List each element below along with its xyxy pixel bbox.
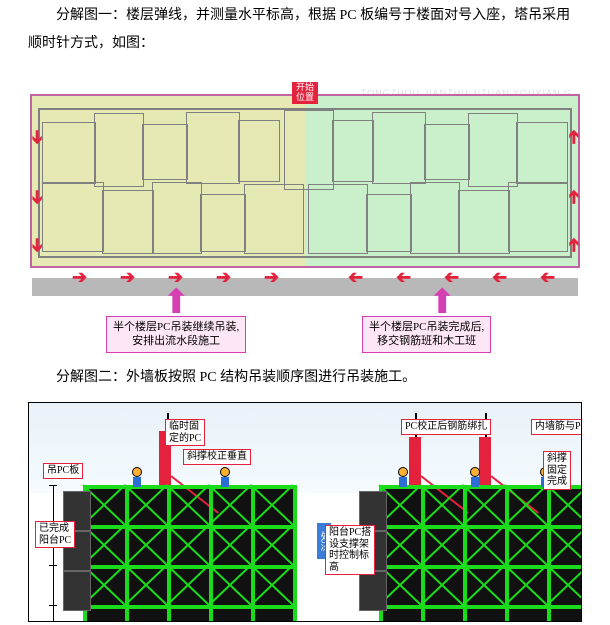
worker-icon	[219, 467, 231, 487]
callout-diaopc: 吊PC板	[43, 463, 83, 479]
room-cell	[244, 184, 304, 254]
plan-walls	[38, 108, 572, 258]
left-panel: 吊PC板已完成 阳台PC临时固 定的PC斜撑校正垂直	[43, 413, 313, 621]
callout-bracefix: 斜撑 固定 完成	[543, 451, 571, 490]
note-left: 半个楼层PC吊装继续吊装, 安排出流水段施工	[106, 316, 246, 353]
callout-vertical: 斜撑校正垂直	[183, 449, 251, 465]
worker-icon	[469, 467, 481, 487]
flow-arrow-icon: ➔	[120, 268, 135, 286]
dim-tick	[49, 605, 57, 606]
room-cell	[424, 124, 470, 180]
flow-arrow-icon: ➔	[565, 129, 583, 144]
dim-tick	[49, 565, 57, 566]
flow-arrow-icon: ➔	[540, 268, 555, 286]
worker-icon	[397, 467, 409, 487]
flow-arrow-icon: ➔	[29, 189, 47, 204]
flow-arrow-icon: ➔	[72, 268, 87, 286]
worker-icon	[131, 467, 143, 487]
room-cell	[42, 122, 96, 184]
callout-balcony2: 阳台PC搭 设支撑架 时控制标 高	[325, 525, 375, 575]
room-cell	[458, 190, 510, 254]
room-cell	[468, 113, 518, 187]
room-cell	[366, 194, 412, 252]
flow-arrow-icon: ➔	[492, 268, 507, 286]
room-cell	[284, 110, 334, 190]
room-cell	[186, 112, 240, 184]
room-cell	[142, 124, 188, 180]
callout-balcony: 已完成 阳台PC	[35, 521, 75, 548]
callout-tempfix: 临时固 定的PC	[165, 419, 205, 446]
paragraph-2: 分解图二：外墙板按照 PC 结构吊装顺序图进行吊装施工。	[0, 362, 610, 402]
flow-arrow-icon: ➔	[396, 268, 411, 286]
room-cell	[238, 120, 280, 182]
balcony-pc	[359, 571, 387, 611]
balcony-pc	[63, 571, 91, 611]
floor-plan-area	[32, 96, 578, 266]
magenta-arrow-left: ⬆	[162, 286, 191, 320]
right-panel: PC校正后钢筋绑扎内墙筋与PC同步斜撑 固定 完成阳台PC搭 设支撑架 时控制标…	[339, 413, 582, 621]
flow-arrow-icon: ➔	[565, 189, 583, 204]
room-cell	[332, 120, 374, 182]
room-cell	[516, 122, 568, 184]
callout-pccheck: PC校正后钢筋绑扎	[401, 419, 491, 435]
flow-arrow-icon: ➔	[565, 237, 583, 252]
callout-inwall: 内墙筋与PC同步	[531, 419, 582, 435]
room-cell	[410, 182, 460, 254]
flow-arrow-icon: ➔	[29, 129, 47, 144]
room-cell	[152, 182, 202, 254]
flow-arrow-icon: ➔	[216, 268, 231, 286]
paragraph-1: 分解图一：楼层弹线，并测量水平标高，根据 PC 板编号于楼面对号入座，塔吊采用顺…	[0, 0, 610, 68]
figure-2-hoisting: 处济 吊PC板已完成 阳台PC临时固 定的PC斜撑校正垂直 PC校正后钢筋绑扎内…	[28, 402, 582, 622]
flow-arrow-icon: ➔	[29, 237, 47, 252]
room-cell	[200, 194, 246, 252]
room-cell	[508, 182, 568, 252]
flow-arrow-icon: ➔	[264, 268, 279, 286]
dim-tick	[49, 485, 57, 486]
room-cell	[102, 190, 154, 254]
start-position-tag: 开始 位置	[292, 82, 318, 104]
figure-1-floor-plan: TONGZHOU JIANZHU JITUAN YOUXIAN G 开始 位置 …	[28, 68, 582, 348]
flow-arrow-icon: ➔	[348, 268, 363, 286]
room-cell	[372, 112, 426, 184]
room-cell	[308, 184, 368, 254]
note-right: 半个楼层PC吊装完成后, 移交钢筋班和木工班	[362, 316, 491, 353]
room-cell	[94, 113, 144, 187]
magenta-arrow-right: ⬆	[428, 286, 457, 320]
room-cell	[42, 182, 104, 252]
